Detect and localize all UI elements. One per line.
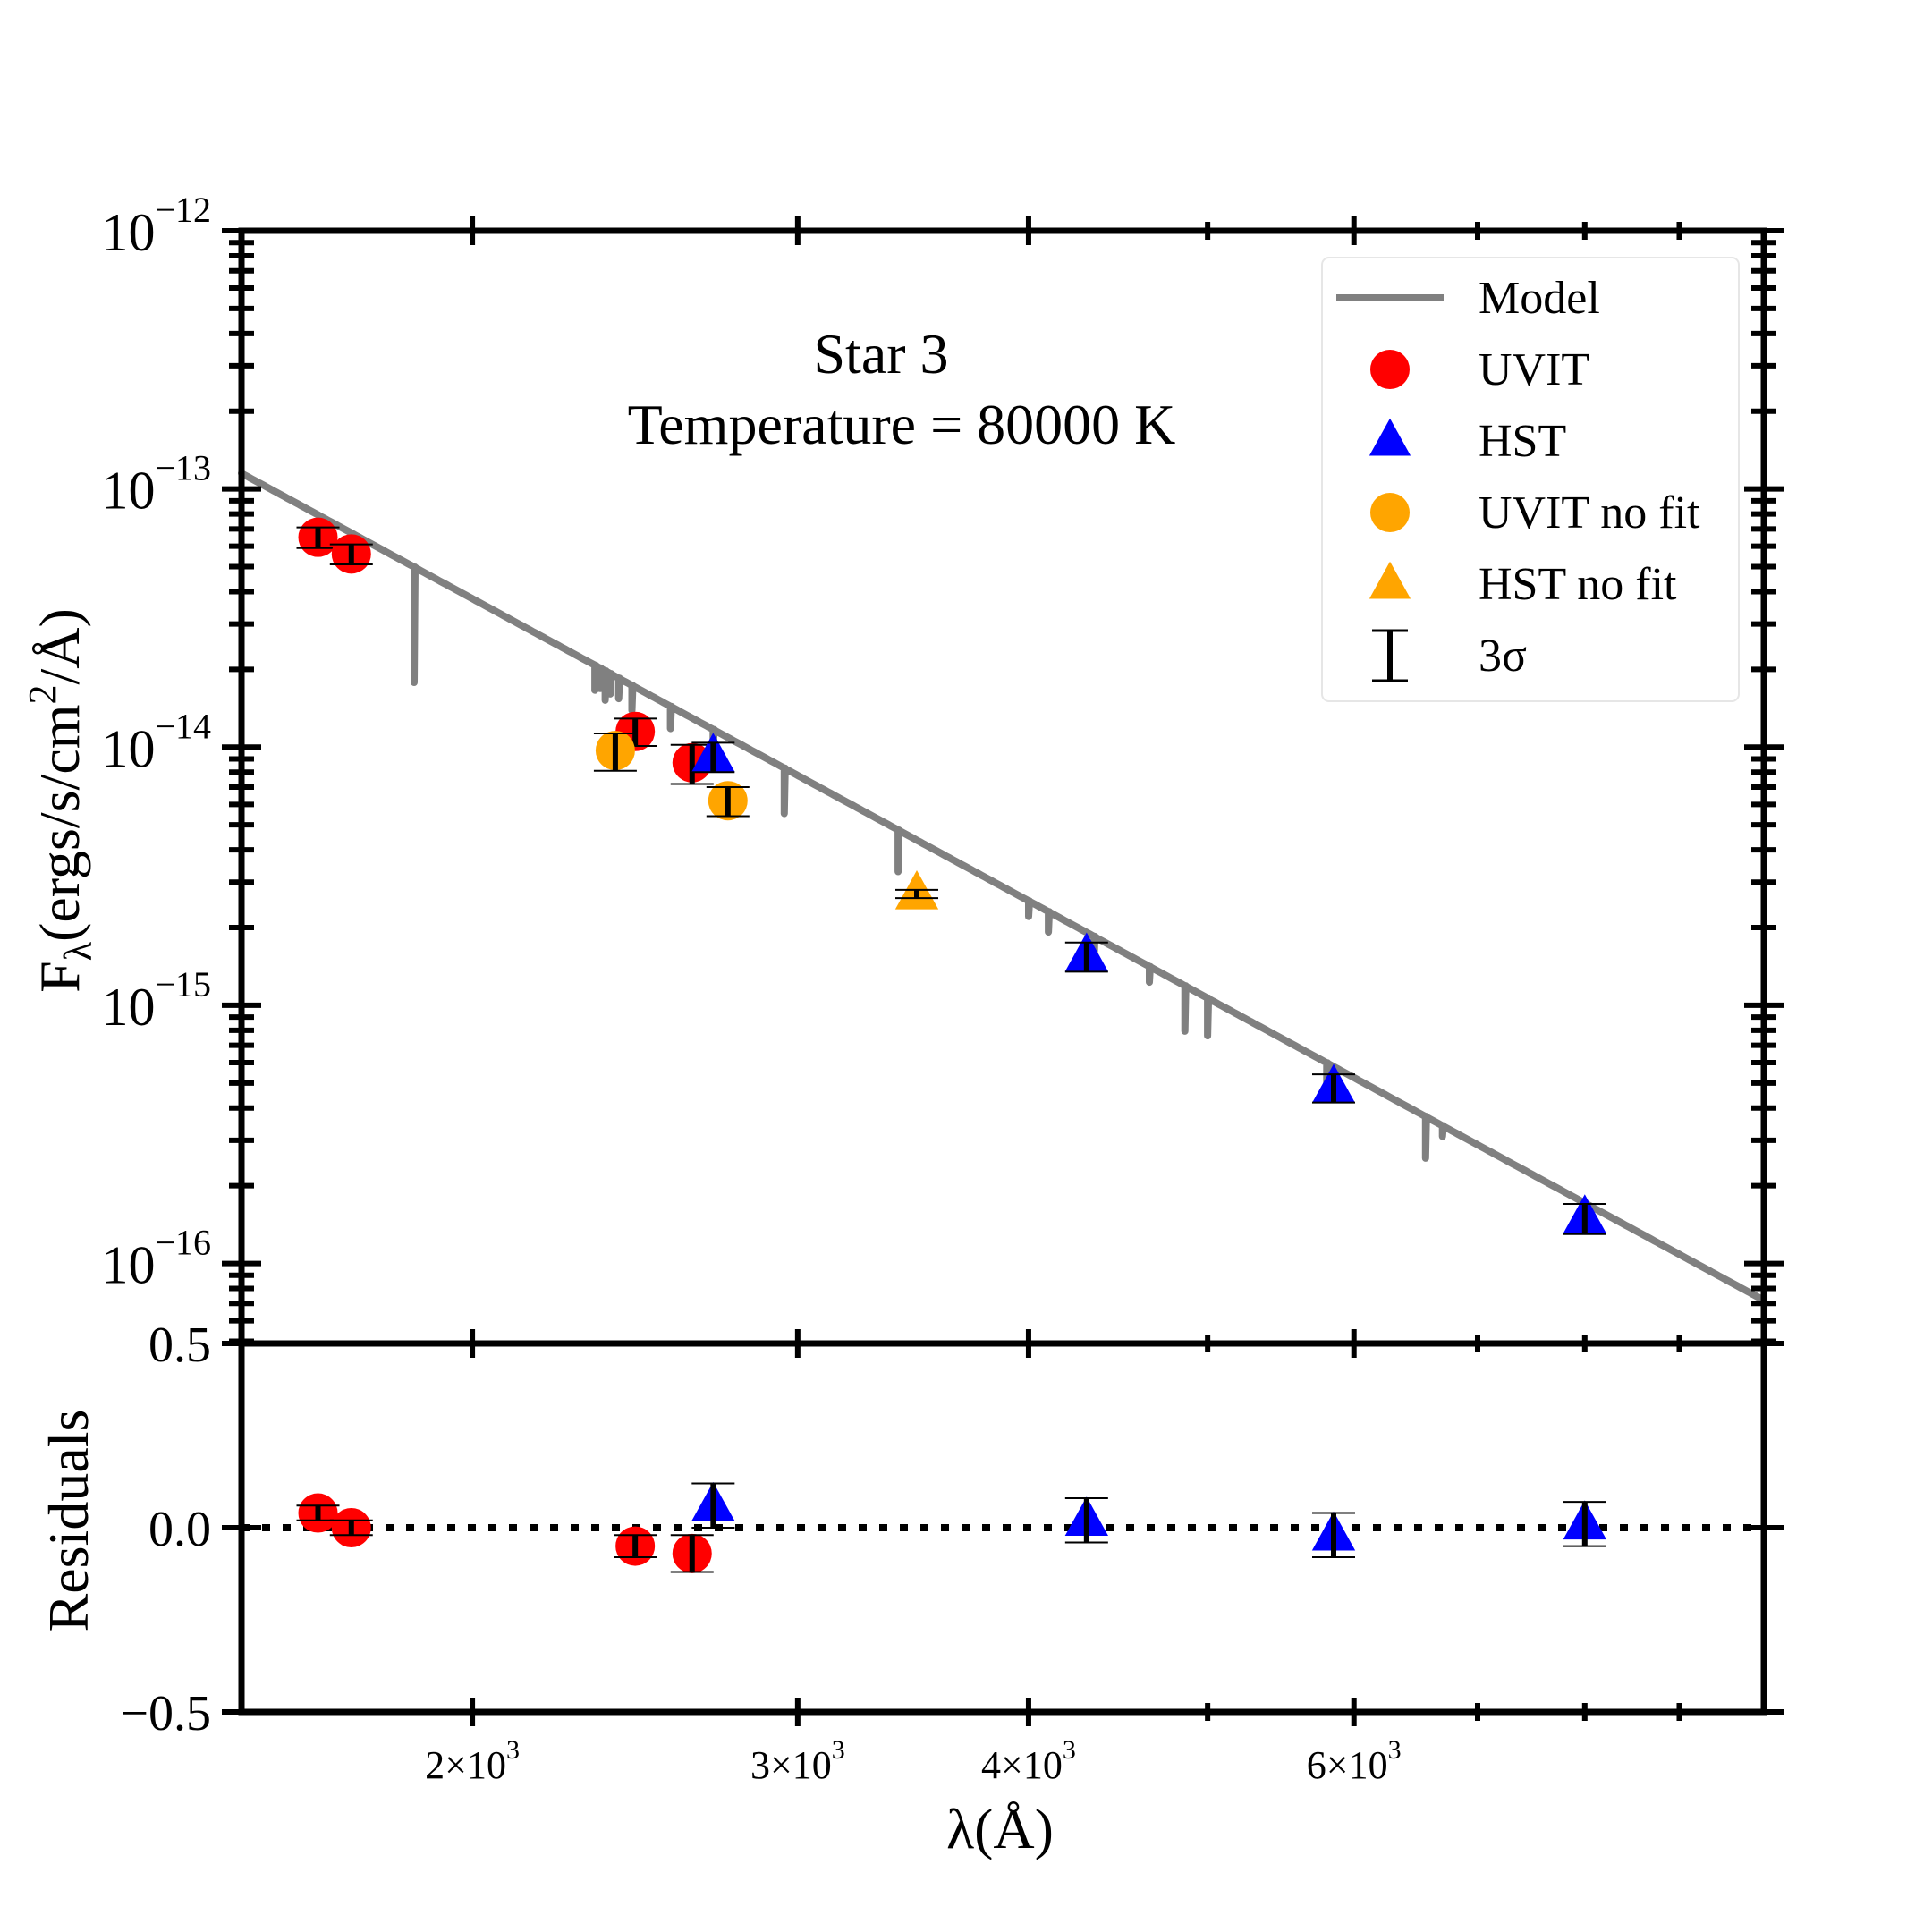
residual-data-points bbox=[296, 1481, 1606, 1573]
y-tick-label-base: 10 bbox=[101, 1236, 155, 1295]
legend-box bbox=[1321, 257, 1740, 702]
legend-3σ-label: 3σ bbox=[1479, 631, 1527, 682]
top-data-points bbox=[296, 517, 1606, 1235]
residual-plot-frame bbox=[238, 1340, 1767, 1716]
y-tick-label-base: 10 bbox=[101, 462, 155, 521]
residual-y-tick-label: −0.5 bbox=[120, 1686, 211, 1741]
x-tick-label-exp: 3 bbox=[1063, 1735, 1076, 1765]
x-tick-label: 2×103 bbox=[425, 1735, 520, 1787]
legend-uvit-label: UVIT bbox=[1479, 344, 1589, 395]
x-tick-label-exp: 3 bbox=[832, 1735, 845, 1765]
flux-axis-label-sup: 2 bbox=[21, 684, 64, 704]
y-tick-label-exp: −15 bbox=[155, 964, 211, 1004]
flux-axis-label-end: /Å) bbox=[28, 608, 91, 684]
x-tick-labels: 2×103 3×103 4×103 6×103 bbox=[425, 1735, 1401, 1787]
legend-model-label: Model bbox=[1479, 273, 1600, 324]
x-tick-label-base: 2×10 bbox=[425, 1743, 506, 1787]
residual-y-tick-label: 0.5 bbox=[148, 1318, 211, 1373]
star-title: Star 3 bbox=[813, 322, 948, 386]
legend-hst-swatch bbox=[1368, 418, 1411, 456]
legend-uvit-no-fit-swatch bbox=[1370, 493, 1410, 532]
flux-axis-label-rest: (ergs/s/cm bbox=[28, 704, 91, 941]
legend-hst-no-fit-label: HST no fit bbox=[1479, 559, 1677, 610]
residuals-panel: 0.5 0.0 −0.5 Residuals bbox=[37, 1318, 1784, 1741]
x-tick-label: 3×103 bbox=[750, 1735, 845, 1787]
x-tick-label-base: 6×10 bbox=[1307, 1743, 1388, 1787]
y-tick-label-base: 10 bbox=[101, 203, 155, 262]
y-tick-label-exp: −16 bbox=[155, 1223, 211, 1263]
y-tick-label-base: 10 bbox=[101, 719, 155, 778]
x-tick-label-base: 4×10 bbox=[981, 1743, 1063, 1787]
y-tick-label: 10−12 bbox=[101, 190, 211, 262]
legend-uvit-no-fit-label: UVIT no fit bbox=[1479, 487, 1700, 538]
flux-axis-label-sub: λ bbox=[56, 941, 100, 961]
y-tick-label-exp: −13 bbox=[155, 448, 211, 488]
x-tick-label: 4×103 bbox=[981, 1735, 1076, 1787]
wavelength-axis-label: λ(Å) bbox=[946, 1797, 1054, 1860]
y-tick-label: 10−15 bbox=[101, 964, 211, 1037]
y-tick-label: 10−16 bbox=[101, 1223, 211, 1295]
temperature-subtitle: Temperature = 80000 K bbox=[628, 393, 1176, 456]
x-tick-label-base: 3×10 bbox=[750, 1743, 832, 1787]
residual-y-tick-label: 0.0 bbox=[148, 1502, 211, 1557]
legend: Model UVIT HST UVIT no fit HST no fit 3σ bbox=[1321, 257, 1740, 702]
model-curve bbox=[238, 470, 1767, 1304]
flux-axis-label-main: F bbox=[28, 961, 91, 993]
x-tick-label: 6×103 bbox=[1307, 1735, 1402, 1787]
flux-axis-label: Fλ(ergs/s/cm2/Å) bbox=[21, 608, 100, 993]
x-tick-label-exp: 3 bbox=[506, 1735, 520, 1765]
y-tick-label: 10−14 bbox=[101, 706, 211, 778]
y-tick-label-exp: −12 bbox=[155, 190, 211, 230]
y-tick-label-exp: −14 bbox=[155, 706, 211, 746]
legend-hst-no-fit-swatch bbox=[1368, 561, 1411, 599]
y-tick-label: 10−13 bbox=[101, 448, 211, 521]
residuals-axis-label: Residuals bbox=[37, 1410, 100, 1632]
x-tick-label-exp: 3 bbox=[1388, 1735, 1402, 1765]
legend-uvit-swatch bbox=[1370, 350, 1410, 389]
model-curve-group bbox=[238, 470, 1767, 1304]
y-tick-label-base: 10 bbox=[101, 978, 155, 1037]
legend-hst-label: HST bbox=[1479, 416, 1566, 467]
